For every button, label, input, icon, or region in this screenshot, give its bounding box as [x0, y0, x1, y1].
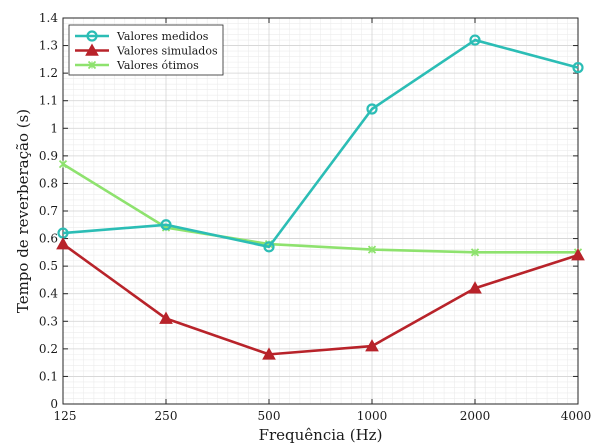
y-tick-label: 1: [50, 121, 58, 135]
axis-ticks: 0 0.1 0.2 0.3 0.4 0.5 0.6 0.7 0.8 0.9 1 1.1 1.2 1.3 1.…: [39, 11, 591, 423]
x-tick-label: 125: [54, 409, 77, 423]
y-tick-label: 0.8: [39, 176, 58, 190]
series-layer: [56, 34, 585, 360]
x-tick-label: 250: [155, 409, 178, 423]
x-tick-label: 1000: [357, 409, 388, 423]
y-tick-label: 0.7: [39, 204, 58, 218]
data-point-marker: [469, 34, 481, 46]
data-point-marker: [468, 281, 482, 294]
legend-swatch-marker: [86, 30, 98, 42]
series-line: [62, 163, 578, 254]
data-point-marker: [571, 248, 585, 261]
y-tick-label: 1.3: [39, 39, 58, 53]
legend-swatch-marker: [87, 60, 97, 70]
y-axis-title: Tempo de reverberação (s): [14, 109, 32, 313]
series-line: [62, 243, 579, 356]
y-tick-label: 0.2: [39, 342, 58, 356]
series-line: [62, 38, 579, 249]
data-point-marker: [56, 237, 70, 250]
legend-entry: Valores medidos: [75, 30, 209, 43]
legend-label: Valores simulados: [116, 45, 218, 58]
data-point-marker: [365, 339, 379, 352]
legend-swatch-marker: [85, 43, 99, 56]
y-tick-label: 0.5: [39, 259, 58, 273]
legend-entry: Valores ótimos: [75, 59, 199, 72]
x-axis-title: Frequência (Hz): [259, 426, 383, 444]
y-tick-label: 1.2: [39, 66, 58, 80]
data-point-marker: [58, 159, 68, 169]
legend-label: Valores ótimos: [116, 59, 199, 72]
y-tick-label: 0.9: [39, 149, 58, 163]
legend: Valores medidos Valores simuladosValores …: [68, 24, 224, 76]
data-point-marker: [263, 241, 275, 253]
y-tick-label: 0.6: [39, 232, 58, 246]
y-tick-label: 0.3: [39, 314, 58, 328]
series-valores-medidos: [57, 34, 584, 253]
x-tick-label: 500: [258, 409, 281, 423]
legend-entry: Valores simulados: [75, 43, 218, 58]
data-point-marker: [160, 219, 172, 231]
y-tick-label: 0.4: [39, 287, 58, 301]
data-point-marker: [159, 311, 173, 324]
legend-label: Valores medidos: [116, 30, 209, 43]
series-valores-simulados: [56, 237, 585, 360]
data-point-marker: [470, 248, 480, 257]
y-tick-label: 1.1: [39, 94, 58, 108]
y-tick-label: 0.1: [39, 369, 58, 383]
data-point-marker: [262, 347, 276, 360]
x-tick-label: 2000: [460, 409, 491, 423]
data-point-marker: [572, 62, 584, 74]
y-tick-label: 0: [50, 397, 58, 411]
x-tick-label: 4000: [561, 409, 592, 423]
data-point-marker: [367, 245, 377, 254]
y-tick-label: 1.4: [39, 11, 58, 25]
data-point-marker: [366, 103, 378, 115]
